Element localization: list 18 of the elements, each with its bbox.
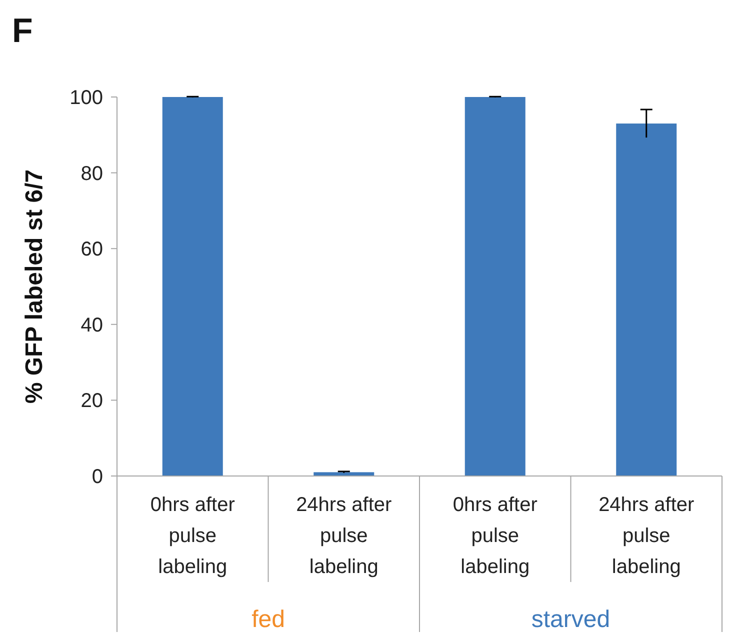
- y-tick-label: 100: [70, 87, 103, 109]
- bar: [464, 97, 526, 476]
- y-tick-label: 60: [80, 238, 103, 261]
- bar: [314, 472, 374, 476]
- x-tick-label: 24hrs after pulse labeling: [296, 494, 392, 578]
- text: starved: [531, 606, 610, 633]
- text: fed: [252, 606, 285, 633]
- y-tick-label: 80: [80, 162, 103, 185]
- y-tick-label: 0: [92, 466, 103, 488]
- chart-title: F: [12, 12, 33, 50]
- bar: [162, 97, 223, 476]
- y-tick-label: 20: [80, 390, 103, 412]
- x-tick-label: 0hrs after pulse labeling: [452, 494, 538, 578]
- y-tick-label: 40: [80, 314, 103, 336]
- y-axis-title: % GFP labeled st 6/7: [21, 169, 48, 404]
- x-tick-label: 24hrs after pulse labeling: [598, 494, 695, 578]
- bar: [616, 124, 677, 476]
- x-tick-label: 0hrs after pulse labeling: [150, 494, 236, 578]
